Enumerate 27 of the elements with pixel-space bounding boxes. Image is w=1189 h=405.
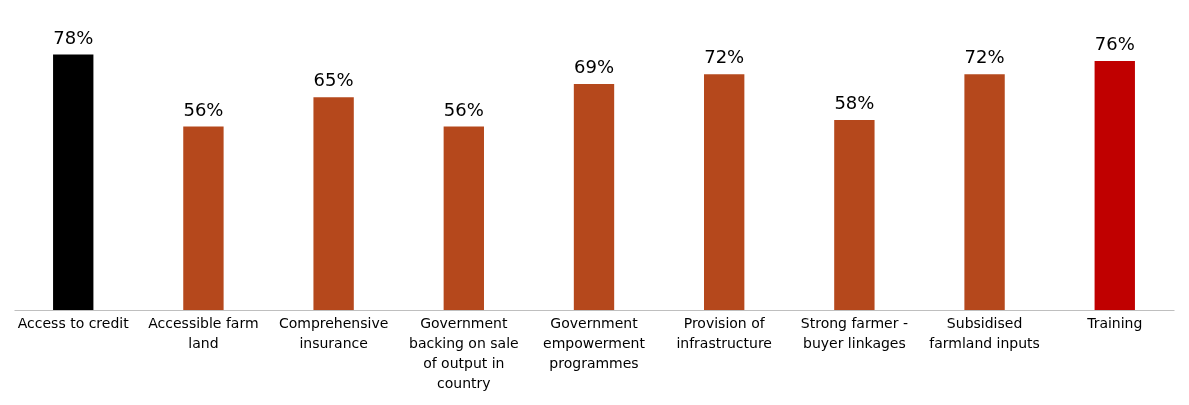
- x-tick-label: Comprehensive insurance: [278, 314, 389, 351]
- data-label: 69%: [573, 56, 615, 78]
- data-label: 72%: [704, 46, 745, 68]
- bar: [1094, 61, 1135, 310]
- data-label: 56%: [443, 98, 484, 120]
- bar: [53, 54, 94, 310]
- bar: [834, 120, 875, 310]
- data-label: 78%: [53, 26, 94, 48]
- bar: [704, 74, 745, 310]
- data-label: 65%: [313, 69, 354, 91]
- x-tick-label: Government empowerment programmes: [543, 314, 646, 371]
- x-tick-label: Government backing on sale of output in country: [408, 314, 519, 391]
- x-tick-label: Access to credit: [17, 314, 130, 331]
- bar: [573, 84, 615, 310]
- x-tick-label: Accessible farm land: [148, 314, 259, 351]
- bar: [313, 97, 354, 310]
- bar: [964, 74, 1005, 310]
- data-label: 56%: [183, 98, 224, 120]
- x-tick-label: Training: [1086, 314, 1143, 331]
- x-tick-label: Subsidised farmland inputs: [929, 314, 1040, 351]
- x-tick-label: Provision of infrastructure: [676, 314, 772, 351]
- data-label: 72%: [964, 46, 1005, 68]
- x-tick-label: Strong farmer - buyer linkages: [800, 314, 908, 351]
- bar: [183, 126, 224, 310]
- data-label: 58%: [834, 92, 875, 114]
- data-label: 76%: [1094, 33, 1135, 55]
- bar: [443, 126, 484, 310]
